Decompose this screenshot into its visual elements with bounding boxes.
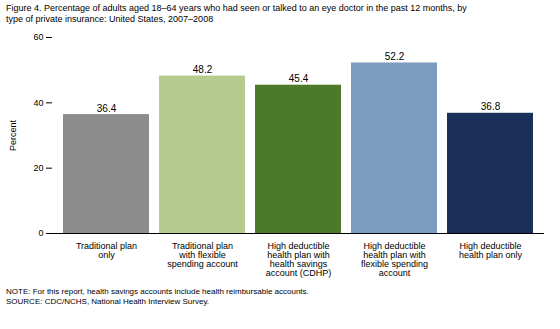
svg-text:0: 0 xyxy=(38,228,43,238)
svg-text:60: 60 xyxy=(33,32,43,42)
svg-text:High deductiblehealth plan onl: High deductiblehealth plan only xyxy=(459,241,523,260)
html-text:Figure 4. Percentage of adults: Figure 4. Percentage of adults aged 18–6… xyxy=(6,3,467,13)
html-text:NOTE: For this report, health: NOTE: For this report, health savings ac… xyxy=(6,287,309,296)
svg-text:Traditional planonly: Traditional planonly xyxy=(76,241,137,260)
svg-text:40: 40 xyxy=(33,98,43,108)
svg-text:20: 20 xyxy=(33,163,43,173)
svg-text:36.8: 36.8 xyxy=(481,101,501,112)
svg-text:High deductiblehealth plan wit: High deductiblehealth plan withhealth sa… xyxy=(266,241,332,278)
svg-text:High deductiblehealth plan wit: High deductiblehealth plan withflexible … xyxy=(361,241,428,278)
svg-text:45.4: 45.4 xyxy=(289,73,309,84)
html-text:SOURCE: CDC/NCHS, National Hea: SOURCE: CDC/NCHS, National Health Interv… xyxy=(6,297,209,306)
svg-text:36.4: 36.4 xyxy=(97,103,117,114)
svg-text:Percent: Percent xyxy=(8,119,18,151)
svg-text:52.2: 52.2 xyxy=(385,51,405,62)
svg-text:48.2: 48.2 xyxy=(193,64,213,75)
html-text:type of private insurance: Uni: type of private insurance: United States… xyxy=(6,14,214,24)
svg-text:Traditional planwith flexibles: Traditional planwith flexiblespending ac… xyxy=(167,241,238,269)
